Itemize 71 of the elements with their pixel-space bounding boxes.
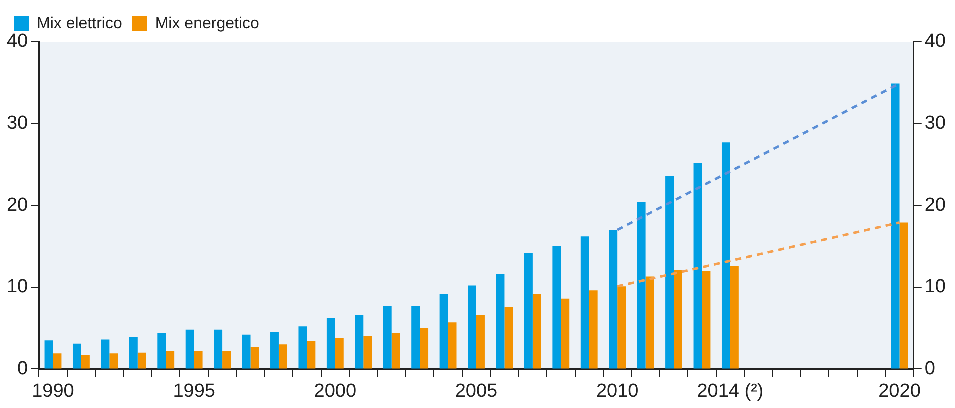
bar	[214, 330, 223, 369]
bar	[702, 271, 711, 369]
bar	[580, 236, 590, 369]
bar	[524, 253, 533, 369]
y-tick-label: 10	[6, 276, 28, 298]
bar	[250, 347, 260, 369]
bar	[468, 286, 476, 369]
bar	[101, 340, 110, 369]
x-tick-label: 2020	[878, 380, 921, 402]
y-tick-label: 40	[6, 31, 28, 52]
bar	[44, 340, 54, 369]
bar	[129, 337, 138, 369]
bar	[364, 336, 372, 369]
bar	[194, 351, 203, 369]
bar	[694, 163, 702, 369]
bar	[242, 334, 251, 369]
bar	[326, 318, 336, 369]
bar	[355, 315, 364, 369]
bar	[186, 330, 194, 369]
bar	[552, 246, 562, 369]
bar	[307, 341, 316, 369]
x-tick-label: 1995	[173, 380, 216, 402]
bar	[335, 338, 344, 369]
x-tick-label: 1990	[32, 380, 74, 402]
bar	[110, 354, 118, 369]
legend-label: Mix elettrico	[37, 15, 122, 32]
bar	[448, 322, 457, 369]
bar	[722, 142, 730, 369]
bar	[53, 354, 62, 369]
bar	[900, 222, 908, 369]
legend-label: Mix energetico	[155, 15, 260, 32]
x-tick-label: 2014 (²)	[697, 380, 764, 402]
bar	[222, 351, 232, 369]
bar	[392, 333, 400, 369]
bar	[561, 298, 570, 369]
bar	[730, 266, 739, 369]
bar	[504, 307, 514, 369]
y2-tick-label: 40	[924, 31, 946, 52]
bar	[589, 290, 598, 369]
y2-tick-label: 0	[924, 358, 936, 380]
y-tick-label: 0	[18, 358, 28, 380]
y2-tick-label: 10	[924, 276, 946, 298]
y-tick-label: 30	[6, 113, 28, 134]
bar	[270, 332, 279, 369]
bar	[618, 286, 626, 369]
bar	[298, 326, 308, 369]
bar	[138, 352, 146, 369]
bar	[158, 333, 166, 369]
y2-tick-label: 20	[924, 194, 946, 216]
x-tick-label: 2005	[455, 380, 498, 402]
y-tick-label: 20	[6, 194, 28, 216]
bar	[496, 274, 505, 369]
bar	[674, 270, 682, 369]
bar	[476, 315, 485, 369]
bar	[637, 202, 646, 369]
bar	[383, 306, 392, 369]
bar	[278, 344, 288, 369]
x-tick-label: 2010	[596, 380, 639, 402]
bar	[412, 306, 420, 369]
bar	[81, 355, 90, 369]
bar	[440, 294, 448, 369]
bar	[666, 176, 674, 369]
bar	[609, 230, 618, 369]
bar	[646, 276, 654, 369]
bar	[420, 328, 429, 369]
bar	[532, 294, 542, 369]
x-tick-label: 2000	[314, 380, 357, 402]
bar	[166, 351, 175, 369]
bar	[891, 84, 900, 369]
bar	[72, 344, 82, 369]
y2-tick-label: 30	[924, 113, 946, 134]
